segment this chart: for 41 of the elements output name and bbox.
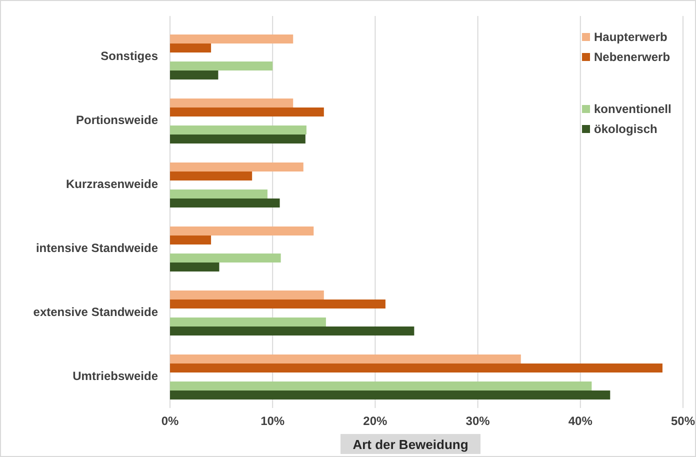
y-tick-label: Sonstiges [100, 49, 158, 63]
x-tick-label: 30% [466, 414, 490, 428]
y-tick-label: Umtriebsweide [72, 369, 158, 383]
bar [170, 236, 212, 244]
bar [170, 98, 294, 108]
bar [170, 364, 662, 372]
bar [170, 108, 324, 116]
legend-label: ökologisch [594, 122, 658, 136]
bar [170, 198, 280, 208]
bar [170, 44, 212, 52]
x-tick-label: 50% [670, 414, 696, 428]
legend-label: Haupterwerb [594, 30, 668, 44]
bar [170, 382, 592, 390]
bar [170, 290, 324, 300]
bar [170, 262, 220, 272]
bar [170, 34, 294, 44]
bar [170, 162, 304, 172]
x-tick-label: 40% [568, 414, 593, 428]
bar [170, 300, 386, 308]
y-tick-label: intensive Standweide [36, 241, 158, 255]
legend-label: Nebenerwerb [594, 50, 670, 64]
bar [170, 354, 521, 364]
bar [170, 126, 306, 134]
x-axis-title: Art der Beweidung [352, 437, 468, 452]
bar [170, 318, 326, 326]
bar [170, 226, 314, 236]
bar [170, 62, 273, 70]
bar [170, 70, 218, 80]
x-tick-label: 20% [363, 414, 388, 428]
bar [170, 254, 281, 262]
bar [170, 390, 610, 400]
y-tick-label: Kurzrasenweide [66, 177, 158, 191]
x-tick-label: 10% [260, 414, 285, 428]
y-tick-label: Portionsweide [76, 113, 158, 127]
x-tick-label: 0% [161, 414, 179, 428]
legend-label: konventionell [594, 102, 672, 116]
bar [170, 134, 306, 144]
bar [170, 172, 252, 180]
bar [170, 326, 414, 336]
y-tick-label: extensive Standweide [33, 305, 158, 319]
bar [170, 190, 268, 198]
